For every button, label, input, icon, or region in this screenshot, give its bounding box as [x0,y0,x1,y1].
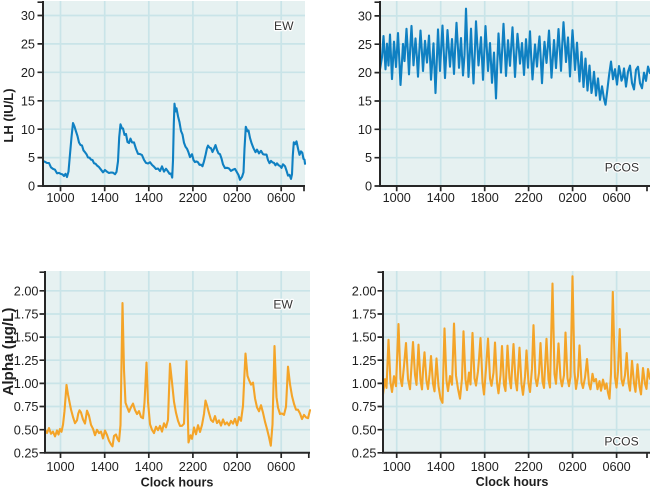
svg-text:1.50: 1.50 [14,331,39,345]
svg-text:0: 0 [365,180,372,194]
svg-text:Alpha (µg/L): Alpha (µg/L) [0,308,17,396]
svg-text:0200: 0200 [223,191,251,205]
svg-text:20: 20 [21,66,35,80]
svg-text:1400: 1400 [427,191,455,205]
svg-text:1800: 1800 [471,191,499,205]
svg-text:0600: 0600 [267,191,295,205]
svg-text:2200: 2200 [179,191,207,205]
svg-text:Clock hours: Clock hours [476,475,549,488]
svg-text:1.75: 1.75 [352,308,377,322]
svg-text:1000: 1000 [383,191,411,205]
svg-text:1000: 1000 [383,460,411,474]
svg-text:0.50: 0.50 [14,423,39,437]
svg-text:0600: 0600 [602,460,630,474]
svg-text:10: 10 [358,123,372,137]
svg-text:10: 10 [21,123,35,137]
svg-text:0.25: 0.25 [14,446,39,460]
svg-text:1.75: 1.75 [14,308,39,322]
svg-text:30: 30 [358,10,372,24]
svg-text:2200: 2200 [514,191,542,205]
svg-text:EW: EW [273,297,293,311]
svg-text:0.75: 0.75 [14,400,39,414]
svg-text:0200: 0200 [558,191,586,205]
svg-text:25: 25 [21,38,35,52]
svg-text:1400: 1400 [427,460,455,474]
svg-text:2.00: 2.00 [14,284,39,298]
svg-text:0.75: 0.75 [352,400,377,414]
svg-text:PCOS: PCOS [605,161,639,175]
svg-text:1400: 1400 [135,191,163,205]
svg-text:LH (IU/L): LH (IU/L) [1,88,16,142]
svg-text:15: 15 [21,94,35,108]
svg-text:1.50: 1.50 [352,331,377,345]
svg-text:25: 25 [358,38,372,52]
svg-text:EW: EW [274,19,294,33]
svg-text:1400: 1400 [91,460,119,474]
svg-text:1400: 1400 [91,191,119,205]
svg-text:2200: 2200 [179,460,207,474]
svg-text:1000: 1000 [46,460,74,474]
svg-text:1800: 1800 [471,460,499,474]
svg-text:2200: 2200 [514,460,542,474]
svg-text:1000: 1000 [46,191,74,205]
svg-text:1.25: 1.25 [14,354,39,368]
svg-text:0600: 0600 [267,460,295,474]
svg-text:1.00: 1.00 [14,377,39,391]
svg-text:2.00: 2.00 [352,284,377,298]
svg-text:Clock hours: Clock hours [141,476,214,488]
svg-text:0: 0 [28,180,35,194]
svg-text:20: 20 [358,66,372,80]
svg-text:0.25: 0.25 [352,446,377,460]
svg-text:5: 5 [28,151,35,165]
svg-text:1.00: 1.00 [352,377,377,391]
svg-text:1400: 1400 [135,460,163,474]
svg-text:0200: 0200 [558,460,586,474]
svg-text:0.50: 0.50 [352,423,377,437]
svg-text:0200: 0200 [223,460,251,474]
svg-text:15: 15 [358,95,372,109]
svg-text:0600: 0600 [602,191,630,205]
svg-text:30: 30 [21,9,35,23]
svg-text:5: 5 [365,151,372,165]
svg-text:1.25: 1.25 [352,354,377,368]
svg-text:PCOS: PCOS [604,434,638,448]
